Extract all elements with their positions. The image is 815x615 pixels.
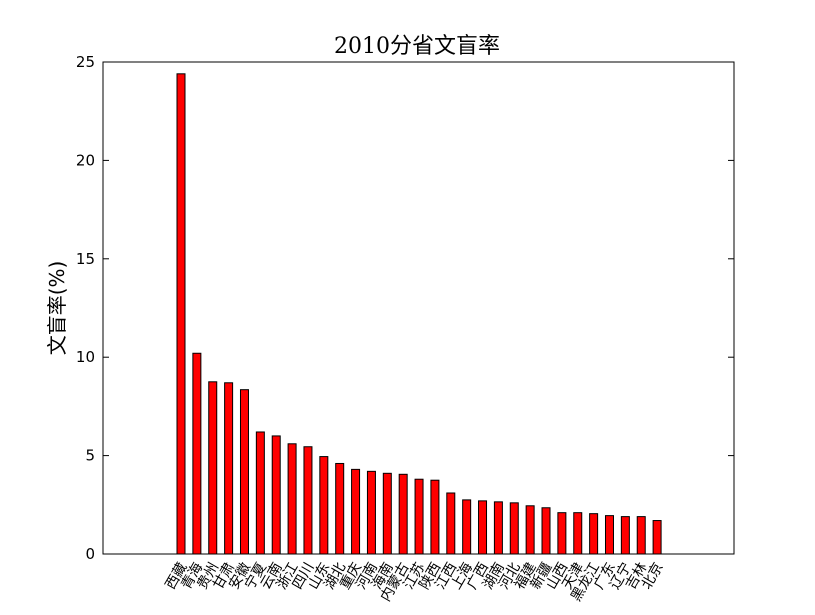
- ticks-group: 0 5 10 15 20 25: [76, 53, 734, 563]
- bar-福建: [525, 505, 535, 555]
- bar-云南: [271, 435, 281, 555]
- y-tick-label: 25: [76, 53, 95, 71]
- bar-河南: [366, 470, 376, 555]
- bar-北京: [652, 520, 662, 555]
- bar-黑龙江: [589, 513, 599, 555]
- bar-四川: [303, 446, 313, 555]
- bar-新疆: [541, 507, 551, 555]
- bar-安徽: [239, 389, 249, 555]
- bar-湖南: [493, 501, 503, 555]
- y-tick-label: 5: [85, 447, 95, 465]
- y-tick-label: 0: [85, 545, 95, 563]
- bar-上海: [462, 499, 472, 555]
- bar-海南: [382, 472, 392, 555]
- bar-广东: [604, 515, 614, 555]
- bar-西藏: [176, 73, 186, 555]
- y-axis-label: 文盲率(%): [45, 261, 69, 356]
- plot-frame: [102, 61, 735, 555]
- bar-吉林: [636, 516, 646, 555]
- y-tick-label: 15: [76, 250, 95, 268]
- bar-湖北: [335, 462, 345, 555]
- bar-贵州: [208, 381, 218, 555]
- bar-天津: [573, 512, 583, 555]
- bar-浙江: [287, 443, 297, 555]
- bar-江苏: [414, 478, 424, 555]
- bar-广西: [478, 500, 488, 555]
- bar-甘肃: [224, 382, 234, 555]
- x-tick-labels-group: 西藏青海贵州甘肃安徽宁夏云南浙江四川山东湖北重庆河南海南内蒙古江苏陕西江西上海广…: [163, 560, 667, 605]
- bar-辽宁: [620, 516, 630, 555]
- bar-山西: [557, 512, 567, 555]
- bar-内蒙古: [398, 473, 408, 555]
- bar-山东: [319, 456, 329, 555]
- bar-青海: [192, 352, 202, 555]
- bar-重庆: [351, 468, 361, 555]
- bar-河北: [509, 502, 519, 555]
- bar-宁夏: [255, 431, 265, 555]
- chart-title: 2010分省文盲率: [334, 34, 500, 59]
- bar-江西: [446, 492, 456, 555]
- y-tick-label: 20: [76, 151, 95, 169]
- bar-陕西: [430, 479, 440, 555]
- y-tick-label: 10: [76, 348, 95, 366]
